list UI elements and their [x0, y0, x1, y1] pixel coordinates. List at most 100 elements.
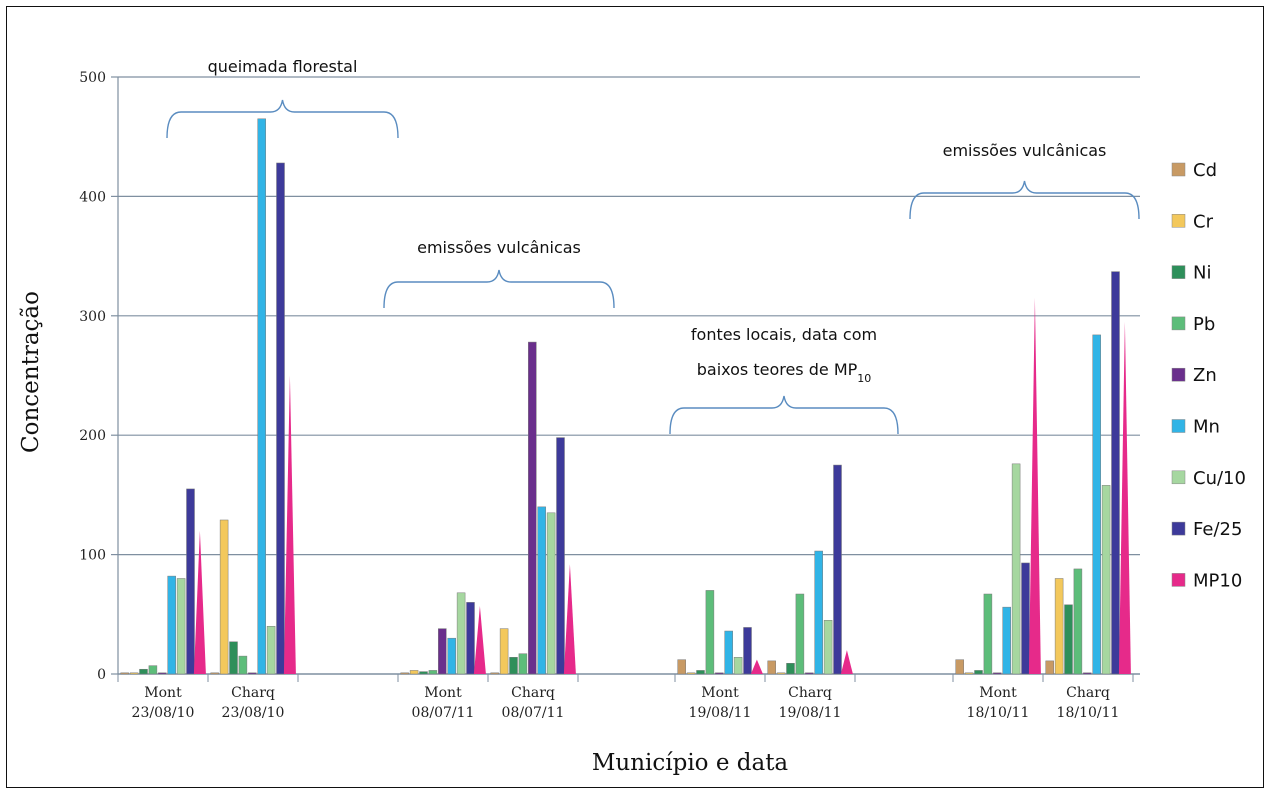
bar-zn	[993, 672, 1002, 675]
bar-pb	[705, 590, 715, 675]
bar-mn	[257, 118, 266, 675]
bar-cd	[767, 660, 776, 675]
bar-mp10	[840, 650, 853, 674]
legend-label: Fe/25	[1193, 519, 1242, 540]
bar-mp10	[193, 530, 206, 674]
y-tick-label: 500	[79, 70, 106, 86]
figure-frame	[6, 6, 1264, 788]
bar-cr	[964, 672, 974, 675]
bar-cd	[120, 672, 129, 675]
bar-pb	[518, 653, 528, 675]
bar-cd	[677, 659, 686, 675]
bar-cd	[400, 672, 409, 675]
x-tick-label: Charq	[511, 685, 555, 701]
bar-ni	[509, 657, 518, 675]
x-tick-label: Mont	[424, 685, 462, 701]
bar-fe-25	[833, 464, 842, 675]
bar-mn	[167, 575, 176, 675]
bar-fe-25	[1021, 562, 1030, 675]
bar-cd	[490, 672, 499, 675]
bar-cr	[129, 672, 139, 675]
y-axis-title: Concentração	[18, 291, 44, 453]
x-tick-label: 19/08/11	[779, 705, 842, 721]
bar-pb	[238, 655, 248, 675]
bar-cu-10	[733, 657, 743, 675]
bar-ni	[974, 670, 983, 675]
bar-fe-25	[466, 602, 475, 675]
y-tick-label: 200	[79, 428, 106, 444]
x-tick-label: 18/10/11	[967, 705, 1030, 721]
bar-fe-25	[743, 627, 752, 675]
legend-label: Cr	[1193, 211, 1214, 232]
legend-label: Zn	[1193, 365, 1217, 386]
bar-fe-25	[186, 488, 195, 675]
bar-mp10	[1028, 297, 1041, 674]
bar-pb	[983, 593, 993, 675]
annotation-label: queimada florestal	[208, 57, 358, 76]
legend-swatch	[1171, 419, 1186, 433]
legend-swatch	[1171, 162, 1186, 177]
bar-cu-10	[823, 620, 833, 675]
x-tick-label: 08/07/11	[502, 705, 565, 721]
bar-cu-10	[456, 592, 466, 675]
bar-mp10	[750, 659, 763, 674]
bar-ni	[229, 641, 238, 675]
annotation-brace	[669, 395, 899, 435]
bar-zn	[715, 672, 724, 675]
legend-swatch	[1171, 367, 1186, 382]
bar-cu-10	[546, 512, 556, 675]
bar-cu-10	[1011, 463, 1021, 675]
bar-cd	[955, 659, 964, 675]
bar-mn	[447, 637, 456, 675]
legend-swatch	[1171, 521, 1186, 536]
bar-mn	[1092, 334, 1101, 675]
bar-mn	[724, 630, 733, 675]
legend-swatch	[1171, 316, 1186, 331]
bar-mp10	[563, 564, 576, 674]
bar-cu-10	[176, 578, 186, 675]
bar-fe-25	[276, 162, 285, 675]
annotation-label: emissões vulcânicas	[417, 238, 581, 257]
x-tick-label: Charq	[231, 685, 275, 701]
x-tick-label: 18/10/11	[1057, 705, 1120, 721]
bar-mp10	[473, 605, 486, 674]
x-tick-label: 23/08/10	[222, 705, 285, 721]
bar-zn	[528, 341, 537, 675]
legend: Cd Cr Ni Pb Zn Mn Cu/10 Fe/25 MP10	[1171, 160, 1246, 591]
legend-swatch	[1171, 265, 1186, 279]
bar-cu-10	[1101, 485, 1111, 675]
x-tick-label: 08/07/11	[412, 705, 475, 721]
bar-cr	[686, 672, 696, 675]
bar-zn	[1083, 672, 1092, 675]
annotation-brace	[166, 99, 399, 139]
bar-mp10	[283, 375, 296, 674]
annotations: queimada florestal emissões vulcânicas fon…	[166, 57, 1140, 435]
bar-pb	[1073, 568, 1083, 675]
x-tick-label: Mont	[979, 685, 1017, 701]
bar-zn	[438, 628, 447, 675]
legend-swatch	[1171, 573, 1186, 587]
bar-cd	[1045, 660, 1054, 675]
annotation-label: baixos teores de MP10	[697, 360, 872, 385]
bar-cu-10	[266, 625, 276, 675]
legend-label: Cd	[1193, 160, 1217, 181]
legend-label: Ni	[1193, 263, 1211, 284]
bar-mn	[814, 550, 823, 675]
x-tick-label: Mont	[701, 685, 739, 701]
annotation-label: emissões vulcânicas	[943, 141, 1107, 160]
x-tick-label: 19/08/11	[689, 705, 752, 721]
x-tick-label: Mont	[144, 685, 182, 701]
bar-pb	[795, 593, 805, 675]
bar-cr	[409, 670, 419, 675]
annotation-brace	[909, 180, 1140, 220]
bar-mn	[1002, 606, 1011, 675]
bar-ni	[139, 668, 148, 675]
y-tick-label: 0	[97, 667, 106, 683]
bar-mn	[537, 506, 546, 675]
bar-ni	[786, 663, 795, 675]
y-axis-ticks: 0 100 200 300 400 500	[79, 70, 106, 683]
bar-fe-25	[1111, 271, 1120, 675]
bar-cr	[499, 628, 509, 675]
annotation-label: fontes locais, data com	[691, 325, 877, 344]
